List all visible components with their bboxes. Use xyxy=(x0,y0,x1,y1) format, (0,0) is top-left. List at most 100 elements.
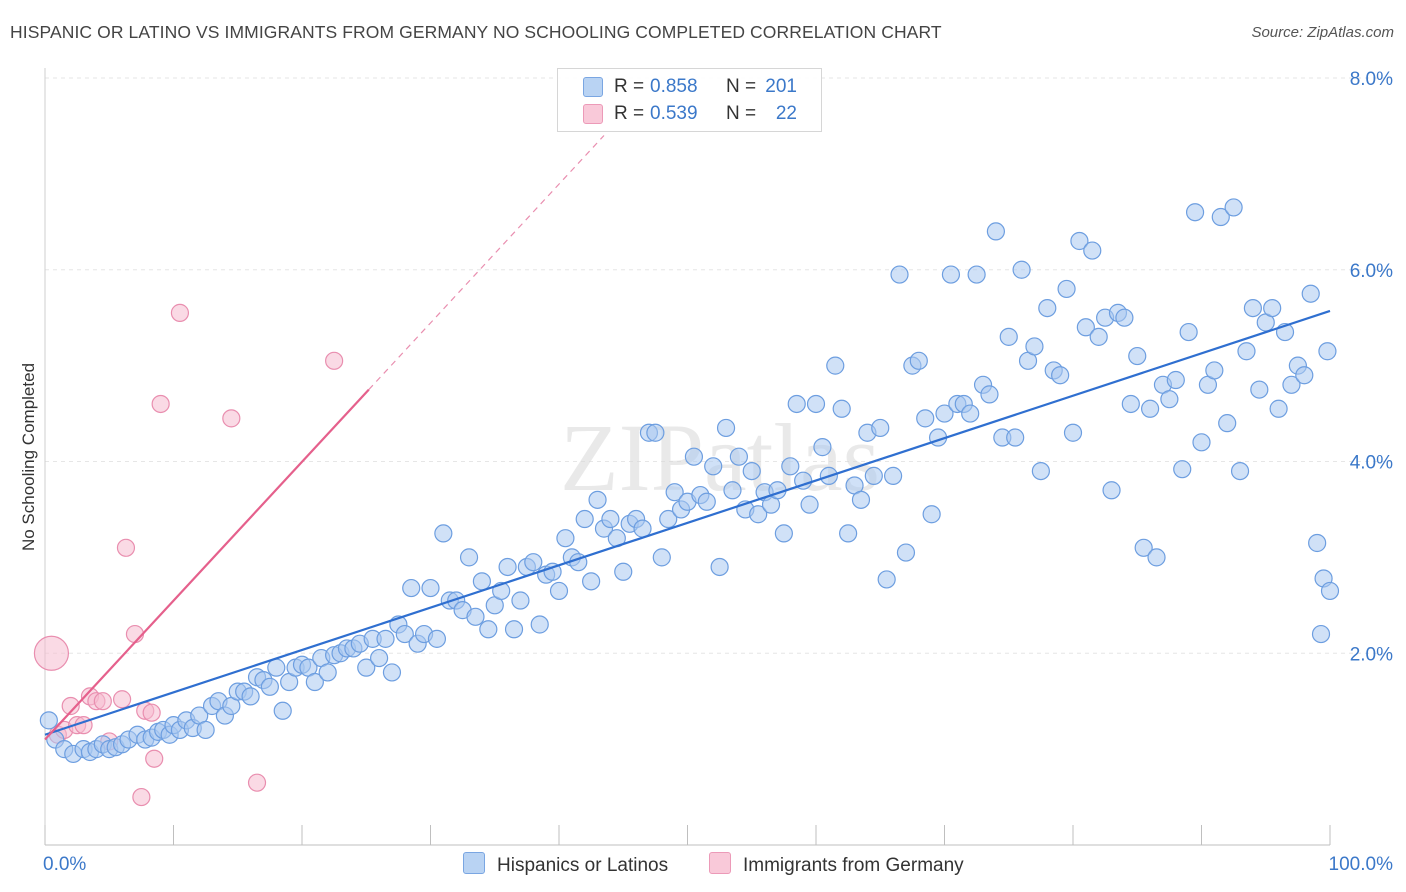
data-point xyxy=(1311,624,1331,644)
data-point xyxy=(967,265,986,284)
data-point xyxy=(472,572,491,591)
data-point xyxy=(1318,342,1337,361)
data-point xyxy=(723,481,742,500)
data-point xyxy=(1166,370,1185,390)
data-point xyxy=(1057,279,1076,299)
data-point xyxy=(864,466,883,485)
data-point xyxy=(1083,241,1102,260)
data-point xyxy=(543,562,562,581)
data-point xyxy=(883,466,903,485)
data-point xyxy=(999,327,1018,346)
data-point xyxy=(1205,361,1224,380)
data-point xyxy=(588,490,607,509)
data-point xyxy=(1308,533,1327,553)
data-point xyxy=(466,607,485,626)
data-point xyxy=(890,265,909,284)
bottom-legend-label: Immigrants from Germany xyxy=(743,855,964,876)
data-point xyxy=(614,562,633,581)
data-point xyxy=(247,773,267,792)
legend-r-value: 0.539 xyxy=(650,103,698,124)
data-point xyxy=(125,624,145,644)
data-point xyxy=(665,483,684,502)
data-point xyxy=(479,620,498,639)
legend-swatch-pink xyxy=(583,104,603,124)
y-axis-label: No Schooling Completed xyxy=(19,363,38,551)
legend-n-label: N = xyxy=(726,76,757,97)
data-point xyxy=(196,720,215,740)
data-point xyxy=(112,690,132,709)
data-point xyxy=(421,578,440,598)
grid-lines xyxy=(45,77,1392,654)
data-point xyxy=(1076,318,1095,337)
data-point xyxy=(839,524,858,543)
data-point xyxy=(1121,394,1140,414)
data-point xyxy=(273,701,292,720)
bottom-legend-swatch-blue xyxy=(463,852,485,874)
data-point xyxy=(61,696,80,716)
data-point xyxy=(961,404,980,423)
data-point xyxy=(116,538,136,557)
data-point xyxy=(877,570,896,589)
trend-line-germany xyxy=(44,388,370,741)
axes xyxy=(44,68,1331,846)
data-point xyxy=(318,663,337,682)
data-point xyxy=(1012,260,1031,279)
data-point xyxy=(1134,538,1153,557)
data-point xyxy=(826,356,845,375)
data-point xyxy=(851,490,871,509)
bottom-legend-swatch-pink xyxy=(709,852,731,874)
data-point xyxy=(260,677,279,696)
data-point xyxy=(941,265,961,284)
x-tick-label: 100.0% xyxy=(1329,854,1394,875)
data-point xyxy=(305,672,324,692)
data-point xyxy=(1269,399,1288,418)
data-point xyxy=(1282,375,1301,394)
data-point xyxy=(524,553,543,572)
data-point xyxy=(39,711,58,730)
data-point xyxy=(1173,460,1192,479)
x-tick-label: 0.0% xyxy=(43,854,86,875)
data-point xyxy=(1185,203,1205,222)
data-point xyxy=(652,548,671,567)
data-point xyxy=(170,303,190,322)
data-point xyxy=(1301,284,1320,303)
legend-n-value: 22 xyxy=(775,103,797,124)
x-tick-labels: 0.0% 100.0% xyxy=(43,854,1393,875)
data-point xyxy=(646,423,665,442)
data-point xyxy=(511,591,530,610)
data-point xyxy=(1147,548,1166,567)
data-point xyxy=(434,524,453,543)
data-point xyxy=(1211,207,1230,227)
legend-n-value: 201 xyxy=(765,76,797,97)
data-point xyxy=(382,663,402,682)
data-point xyxy=(704,457,723,476)
data-point xyxy=(935,404,954,423)
legend: R = 0.858 N = 201 R = 0.539 N = 22 xyxy=(557,68,822,132)
data-point xyxy=(742,461,761,481)
data-point xyxy=(1192,433,1211,452)
watermark: ZIPatlas xyxy=(560,404,880,511)
data-point xyxy=(659,509,678,529)
data-point xyxy=(582,572,601,591)
data-point xyxy=(142,703,161,722)
data-point xyxy=(1237,342,1256,361)
legend-r-value: 0.858 xyxy=(650,76,698,97)
data-point xyxy=(1243,299,1263,318)
data-point xyxy=(145,749,164,768)
data-point xyxy=(980,385,999,404)
data-point xyxy=(530,615,549,634)
data-point xyxy=(1295,366,1314,385)
data-point xyxy=(267,658,286,677)
data-point xyxy=(132,787,151,807)
bottom-legend-germany: Immigrants from Germany xyxy=(709,852,964,877)
data-point xyxy=(1263,299,1282,318)
data-point xyxy=(871,418,890,438)
data-point xyxy=(716,418,736,438)
data-point xyxy=(498,557,517,577)
data-point xyxy=(813,438,832,457)
data-point xyxy=(1218,414,1237,433)
data-point xyxy=(1006,428,1025,447)
data-point xyxy=(909,351,928,370)
trend-line-germany-extension xyxy=(368,135,605,391)
